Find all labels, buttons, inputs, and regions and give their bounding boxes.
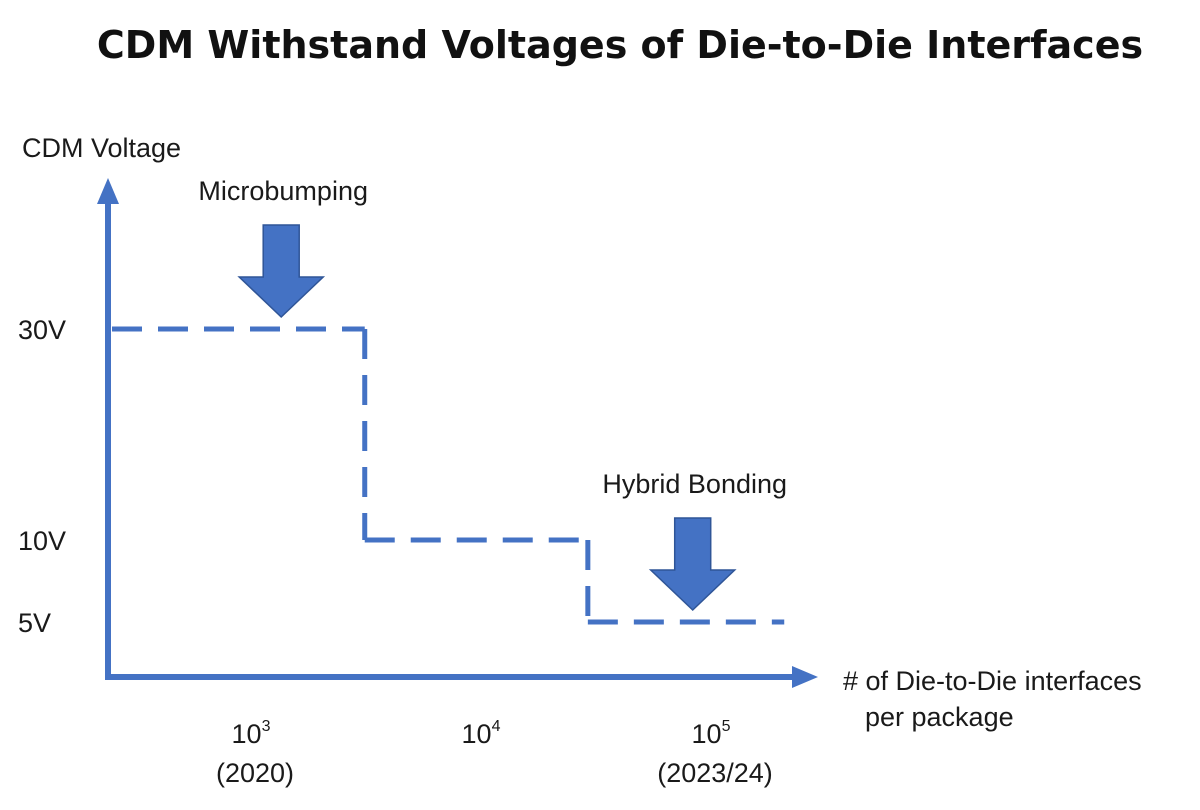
annotation-label: Hybrid Bonding [602,469,787,499]
x-tick-year-label: (2020) [216,758,294,788]
series-layer [112,326,785,625]
x-tick-year-label: (2023/24) [657,758,773,788]
y-axis-label: CDM Voltage [22,133,181,163]
y-tick-label: 30V [18,315,66,345]
annotations: Microbumping Hybrid Bonding [198,176,787,612]
arrow-down-icon [648,517,737,612]
y-tick-label: 5V [18,608,51,638]
x-tick-label: 104 [462,718,501,749]
arrow-down-icon [237,224,326,319]
axes [97,178,818,688]
chart-title: CDM Withstand Voltages of Die-to-Die Int… [97,23,1143,67]
annotation-label: Microbumping [198,176,368,206]
x-axis-label-line-1: # of Die-to-Die interfaces [843,666,1142,696]
y-axis-arrowhead [97,178,119,204]
x-axis-label-line-2: per package [865,702,1014,732]
x-axis-arrowhead [792,666,818,688]
tick-labels: 30V 10V 5V 103 (2020) 104 105 (2023/24) [18,315,773,788]
x-tick-label: 103 [232,718,271,749]
x-tick-label: 105 [692,718,731,749]
y-tick-label: 10V [18,526,66,556]
